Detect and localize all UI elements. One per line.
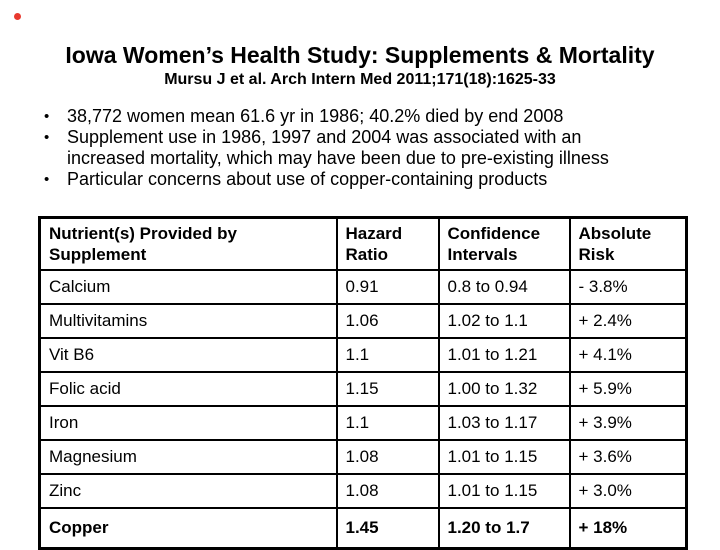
cell-nutrient: Copper [38,507,338,550]
cell-hazard-ratio: 1.08 [335,473,440,509]
cell-absolute-risk: + 5.9% [568,371,688,407]
cell-absolute-risk: - 3.8% [568,269,688,305]
bullet-text: 38,772 women mean 61.6 yr in 1986; 40.2%… [67,106,564,126]
table-row-iron: Iron 1.1 1.03 to 1.17 + 3.9% [38,405,688,441]
results-table: Nutrient(s) Provided by Supplement Hazar… [38,216,688,550]
cell-confidence-interval: 1.01 to 1.15 [437,473,571,509]
cell-confidence-interval: 1.01 to 1.21 [437,337,571,373]
cell-absolute-risk: + 4.1% [568,337,688,373]
cell-nutrient: Zinc [38,473,338,509]
bullet-text: Particular concerns about use of copper-… [67,169,548,189]
cell-hazard-ratio: 1.45 [335,507,440,550]
cell-absolute-risk: + 3.9% [568,405,688,441]
table-header-row: Nutrient(s) Provided by Supplement Hazar… [38,216,688,271]
header-confidence-intervals: Confidence Intervals [437,216,571,271]
cursor-dot [14,13,21,20]
cell-confidence-interval: 1.02 to 1.1 [437,303,571,339]
citation: Mursu J et al. Arch Intern Med 2011;171(… [164,71,556,88]
cell-nutrient: Multivitamins [38,303,338,339]
table-row-magnesium: Magnesium 1.08 1.01 to 1.15 + 3.6% [38,439,688,475]
cell-absolute-risk: + 3.0% [568,473,688,509]
cell-absolute-risk: + 18% [568,507,688,550]
table-row-multivitamins: Multivitamins 1.06 1.02 to 1.1 + 2.4% [38,303,688,339]
bullet-icon: • [44,108,50,125]
cell-confidence-interval: 1.03 to 1.17 [437,405,571,441]
cell-confidence-interval: 1.20 to 1.7 [437,507,571,550]
header-nutrient: Nutrient(s) Provided by Supplement [38,216,338,271]
cell-nutrient: Folic acid [38,371,338,407]
bullet-list: • 38,772 women mean 61.6 yr in 1986; 40.… [44,106,660,190]
cell-nutrient: Calcium [38,269,338,305]
table-row-calcium: Calcium 0.91 0.8 to 0.94 - 3.8% [38,269,688,305]
bullet-text: Supplement use in 1986, 1997 and 2004 wa… [67,127,609,168]
slide-title: Iowa Women’s Health Study: Supplements &… [65,42,655,68]
bullet-item: • 38,772 women mean 61.6 yr in 1986; 40.… [44,106,660,127]
cell-nutrient: Vit B6 [38,337,338,373]
table-row-zinc: Zinc 1.08 1.01 to 1.15 + 3.0% [38,473,688,509]
cell-hazard-ratio: 0.91 [335,269,440,305]
bullet-item: • Supplement use in 1986, 1997 and 2004 … [44,127,660,169]
cell-confidence-interval: 0.8 to 0.94 [437,269,571,305]
cell-hazard-ratio: 1.08 [335,439,440,475]
cell-hazard-ratio: 1.1 [335,405,440,441]
cell-hazard-ratio: 1.15 [335,371,440,407]
cell-confidence-interval: 1.01 to 1.15 [437,439,571,475]
cell-nutrient: Iron [38,405,338,441]
cell-absolute-risk: + 2.4% [568,303,688,339]
header-absolute-risk: Absolute Risk [568,216,688,271]
table-row-copper: Copper 1.45 1.20 to 1.7 + 18% [38,507,688,550]
bullet-icon: • [44,171,50,188]
cell-hazard-ratio: 1.1 [335,337,440,373]
cell-nutrient: Magnesium [38,439,338,475]
bullet-item: • Particular concerns about use of coppe… [44,169,660,190]
table-row-vit-b6: Vit B6 1.1 1.01 to 1.21 + 4.1% [38,337,688,373]
header-hazard-ratio: Hazard Ratio [335,216,440,271]
table-row-folic-acid: Folic acid 1.15 1.00 to 1.32 + 5.9% [38,371,688,407]
cell-hazard-ratio: 1.06 [335,303,440,339]
cell-absolute-risk: + 3.6% [568,439,688,475]
cell-confidence-interval: 1.00 to 1.32 [437,371,571,407]
bullet-icon: • [44,129,50,146]
